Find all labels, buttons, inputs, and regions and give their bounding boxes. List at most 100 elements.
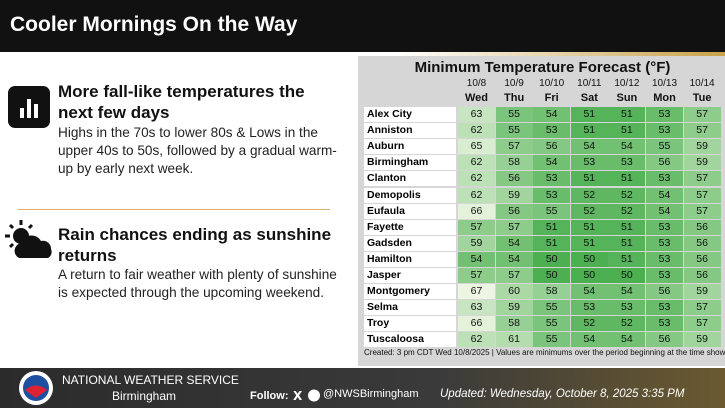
station-name: Demopolis <box>364 187 456 203</box>
social-icons[interactable]: X <box>293 389 321 402</box>
temperature-cell: 52 <box>608 187 646 203</box>
station-name: Anniston <box>364 123 456 139</box>
chart-icon <box>8 86 50 128</box>
temperature-cell: 51 <box>608 107 646 122</box>
station-name: Tuscaloosa <box>364 332 456 348</box>
column-date: 10/8 <box>466 78 487 89</box>
section-heading: More fall-like temperatures the next few… <box>58 82 305 122</box>
temperature-cell: 53 <box>646 316 683 332</box>
column-date: 10/14 <box>689 78 715 89</box>
temperature-cell: 62 <box>458 187 495 203</box>
temperature-cell: 63 <box>458 300 495 316</box>
footer-bar <box>0 368 725 408</box>
temperature-cell: 55 <box>495 107 533 122</box>
temperature-cell: 51 <box>608 219 646 235</box>
table-footnote: Created: 3 pm CDT Wed 10/8/2025 | Values… <box>364 348 725 357</box>
temperature-cell: 54 <box>608 284 646 300</box>
temperature-cell: 56 <box>495 203 533 219</box>
temperature-cell: 53 <box>608 300 646 316</box>
column-date: 10/13 <box>651 78 678 89</box>
temperature-cell: 51 <box>608 251 646 267</box>
temperature-cell: 56 <box>646 155 683 171</box>
temperature-cell: 54 <box>608 139 646 155</box>
column-day: Mon <box>653 92 676 104</box>
table-title: Minimum Temperature Forecast (°F) <box>414 59 671 76</box>
temperature-cell: 53 <box>646 300 683 316</box>
section-heading: Rain chances ending as sunshine returns <box>58 225 332 265</box>
temperature-cell: 50 <box>533 251 571 267</box>
temperature-cell: 53 <box>570 300 608 316</box>
temperature-cell: 57 <box>683 107 721 122</box>
station-name: Troy <box>364 316 456 332</box>
temperature-cell: 57 <box>458 268 495 283</box>
temperature-cell: 56 <box>646 332 683 348</box>
temperature-cell: 59 <box>683 155 721 171</box>
temperature-cell: 53 <box>646 219 683 235</box>
column-day: Sun <box>616 92 638 104</box>
temperature-cell: 61 <box>495 332 533 348</box>
temperature-cell: 66 <box>458 316 495 332</box>
column-day: Thu <box>504 92 525 104</box>
footer-handle[interactable]: @NWSBirmingham <box>323 388 419 400</box>
temperature-cell: 57 <box>495 268 533 283</box>
temperature-cell: 56 <box>683 235 721 251</box>
temperature-cell: 63 <box>458 107 495 122</box>
temperature-cell: 58 <box>495 155 533 171</box>
temperature-cell: 54 <box>570 139 608 155</box>
temperature-cell: 52 <box>608 203 646 219</box>
temperature-cell: 51 <box>533 219 571 235</box>
temperature-cell: 59 <box>495 187 533 203</box>
column-date: 10/10 <box>539 78 565 89</box>
temperature-cell: 50 <box>608 268 646 283</box>
temperature-cell: 57 <box>683 300 721 316</box>
station-name: Birmingham <box>364 155 456 171</box>
footer-org: NATIONAL WEATHER SERVICE <box>62 373 239 387</box>
title: Cooler Mornings On the Way <box>10 13 298 36</box>
temperature-cell: 51 <box>570 107 608 122</box>
temperature-cell: 54 <box>646 203 683 219</box>
temperature-cell: 54 <box>458 251 495 267</box>
temperature-cell: 50 <box>533 268 571 283</box>
temperature-cell: 58 <box>495 316 533 332</box>
station-name: Auburn <box>364 139 456 155</box>
temperature-cell: 50 <box>570 251 608 267</box>
temperature-cell: 57 <box>495 139 533 155</box>
svg-text:X: X <box>293 389 303 402</box>
temperature-cell: 57 <box>683 316 721 332</box>
station-name: Hamilton <box>364 251 456 267</box>
temperature-cell: 59 <box>683 139 721 155</box>
column-day: Fri <box>544 92 559 104</box>
temperature-cell: 67 <box>458 284 495 300</box>
temperature-cell: 59 <box>458 235 495 251</box>
temperature-cell: 57 <box>683 123 721 139</box>
temperature-cell: 51 <box>608 171 646 187</box>
temperature-cell: 53 <box>646 235 683 251</box>
footer-updated: Updated: Wednesday, October 8, 2025 3:35… <box>440 388 685 400</box>
temperature-cell: 56 <box>683 219 721 235</box>
temperature-cell: 54 <box>533 155 571 171</box>
temperature-cell: 57 <box>495 219 533 235</box>
station-name: Clanton <box>364 171 456 187</box>
section-body: A return to fair weather with plenty of … <box>58 267 337 300</box>
temperature-cell: 57 <box>683 203 721 219</box>
temperature-cell: 55 <box>533 203 571 219</box>
temperature-cell: 59 <box>683 332 721 348</box>
temperature-cell: 54 <box>608 332 646 348</box>
temperature-cell: 54 <box>570 332 608 348</box>
temperature-cell: 55 <box>533 332 571 348</box>
temperature-cell: 51 <box>608 235 646 251</box>
temperature-cell: 53 <box>533 187 571 203</box>
temperature-cell: 54 <box>570 284 608 300</box>
footer-office: Birmingham <box>112 389 177 403</box>
temperature-cell: 51 <box>570 171 608 187</box>
temperature-cell: 57 <box>683 171 721 187</box>
temperature-cell: 62 <box>458 332 495 348</box>
temperature-cell: 52 <box>570 187 608 203</box>
temperature-cell: 57 <box>458 219 495 235</box>
column-day: Wed <box>464 92 489 104</box>
temperature-cell: 54 <box>646 187 683 203</box>
temperature-cell: 51 <box>608 123 646 139</box>
column-date: 10/12 <box>614 78 640 89</box>
temperature-cell: 59 <box>683 284 721 300</box>
